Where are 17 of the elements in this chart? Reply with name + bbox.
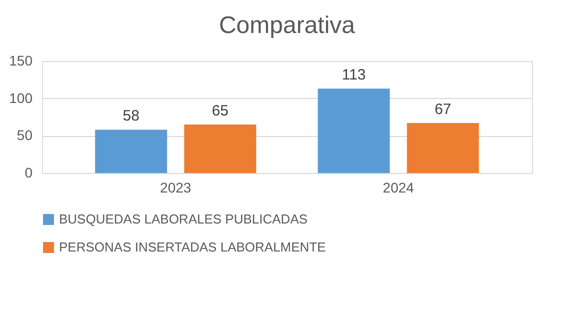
y-tick-label: 0 (24, 164, 33, 180)
y-tick-label: 150 (9, 52, 33, 68)
bar (406, 122, 479, 173)
data-label: 65 (212, 102, 229, 120)
bar (95, 130, 168, 173)
data-label: 58 (122, 108, 140, 125)
y-tick-label: 100 (9, 90, 33, 106)
bar (184, 124, 256, 173)
x-tick-label: 2024 (382, 180, 414, 196)
chart-title: Comparativa (218, 12, 356, 39)
legend-label: PERSONAS INSERTADAS LABORALMENTE (59, 240, 326, 254)
legend-label: BUSQUEDAS LABORALES PUBLICADAS (59, 212, 308, 226)
bar (318, 88, 390, 173)
data-label: 67 (434, 100, 452, 118)
x-tick-label: 2023 (160, 180, 192, 196)
y-tick-label: 50 (16, 127, 33, 144)
data-label: 113 (342, 66, 366, 84)
